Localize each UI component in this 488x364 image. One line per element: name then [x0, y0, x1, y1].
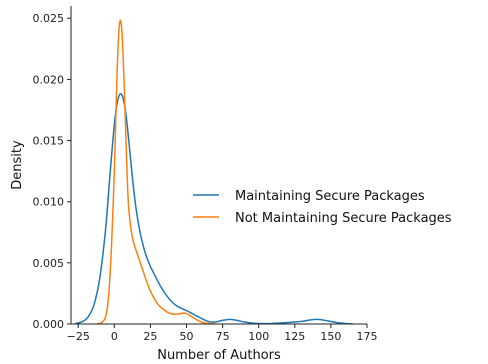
series-line-not-maintaining: [96, 19, 216, 325]
x-axis-label: Number of Authors: [157, 348, 281, 363]
y-axis-label: Density: [10, 140, 25, 190]
y-tick-label: 0.005: [33, 257, 65, 270]
legend-label-not-maintaining: Not Maintaining Secure Packages: [235, 211, 452, 226]
y-axis: 0.000 0.005 0.010 0.015 0.020 0.025: [33, 6, 72, 331]
y-tick-label: 0.025: [33, 12, 65, 25]
series-line-maintaining: [75, 93, 353, 325]
x-tick-label: −25: [67, 330, 90, 343]
x-tick-label: 0: [111, 330, 118, 343]
plot-area: [75, 19, 353, 325]
x-tick-label: 125: [284, 330, 305, 343]
x-tick-label: 175: [357, 330, 378, 343]
x-tick-label: 50: [180, 330, 194, 343]
legend-label-maintaining: Maintaining Secure Packages: [235, 189, 425, 204]
y-tick-label: 0.000: [33, 318, 65, 331]
x-tick-label: 150: [320, 330, 341, 343]
y-tick-label: 0.010: [33, 196, 65, 209]
y-tick-label: 0.020: [33, 73, 65, 86]
y-tick-label: 0.015: [33, 135, 65, 148]
x-tick-label: 75: [216, 330, 230, 343]
legend: Maintaining Secure Packages Not Maintaini…: [193, 189, 452, 226]
x-axis: −25 0 25 50 75 100 125 150 175: [67, 323, 378, 343]
x-tick-label: 25: [143, 330, 157, 343]
x-tick-label: 100: [248, 330, 269, 343]
